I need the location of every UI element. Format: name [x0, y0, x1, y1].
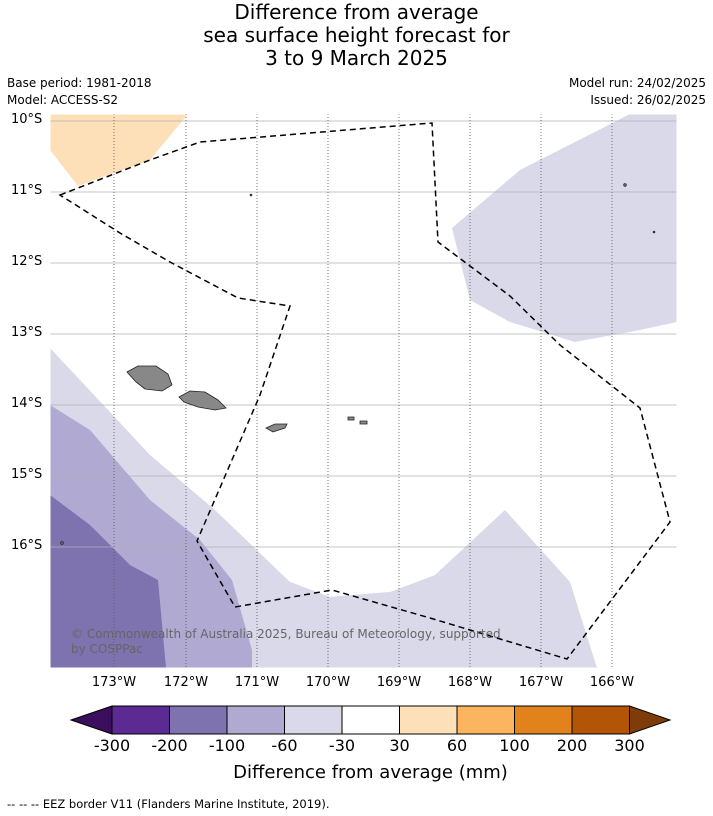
colorbar-label-2: -100: [208, 736, 246, 755]
anomaly-region-top-right: [452, 114, 677, 342]
manua-islands: [347, 416, 368, 425]
lon-label-167w: 167°W: [518, 675, 564, 690]
colorbar-title: Difference from average (mm): [233, 762, 508, 783]
colorbar-label-8: 200: [556, 736, 588, 755]
islet-right: [623, 183, 627, 187]
issued-date: Issued: 26/02/2025: [590, 93, 706, 107]
lon-label-171w: 171°W: [234, 675, 280, 690]
colorbar-extend-high: [629, 705, 672, 735]
lat-label-16s: 16°S: [11, 538, 43, 553]
tutuila-island: [265, 423, 288, 433]
model-name: Model: ACCESS-S2: [7, 93, 119, 107]
anomaly-region-bottom-left-dark: [50, 495, 166, 668]
map-title-line1: Difference from average: [234, 0, 479, 24]
lon-label-173w: 173°W: [91, 675, 137, 690]
eez-border-west: [58, 122, 671, 660]
lat-label-12s: 12°S: [11, 254, 43, 269]
longitude-gridlines: [113, 114, 613, 668]
lon-label-169w: 169°W: [376, 675, 422, 690]
base-period: Base period: 1981-2018: [7, 76, 152, 90]
map-plot-area: [50, 114, 677, 668]
anomaly-region-positive-30-60: [50, 114, 188, 186]
lon-label-166w: 166°W: [589, 675, 635, 690]
colorbar-label-4: -30: [328, 736, 356, 755]
lon-label-168w: 168°W: [447, 675, 493, 690]
model-run: Model run: 24/02/2025: [568, 76, 706, 90]
colorbar-label-7: 100: [499, 736, 530, 755]
colorbar-segment-7: [456, 705, 515, 735]
colorbar-segment-1: [111, 705, 170, 735]
map-frame: [49, 113, 678, 669]
colorbar-label-1: -200: [151, 736, 188, 755]
colorbar-segment-4: [284, 705, 343, 735]
colorbar-segment-5: [341, 705, 400, 735]
eez-legend-footer: -- -- -- EEZ border V11 (Flanders Marine…: [7, 797, 330, 811]
colorbar-extend-low: [69, 705, 113, 735]
lat-label-15s: 15°S: [11, 467, 43, 482]
latitude-gridlines: [50, 120, 677, 548]
lon-label-170w: 170°W: [305, 675, 351, 690]
islet-far-right: [652, 230, 656, 234]
colorbar-label-9: 300: [614, 736, 645, 755]
swains-islet: [249, 193, 253, 197]
colorbar-label-5: 30: [389, 736, 410, 755]
colorbar-segment-2: [169, 705, 228, 735]
colorbar-segment-8: [514, 705, 573, 735]
colorbar-segment-9: [571, 705, 630, 735]
colorbar-label-3: -60: [271, 736, 298, 755]
colorbar: [69, 705, 672, 735]
lat-label-11s: 11°S: [11, 183, 43, 198]
copyright-line2: by COSPPac: [71, 642, 143, 656]
copyright-line1: © Commonwealth of Australia 2025, Bureau…: [71, 627, 501, 641]
copyright-notice: © Commonwealth of Australia 2025, Bureau…: [71, 627, 511, 657]
map-title-line3: 3 to 9 March 2025: [265, 46, 448, 70]
lat-label-14s: 14°S: [11, 396, 43, 411]
upolu-island: [178, 390, 227, 411]
samoa-islands: [60, 183, 656, 545]
map-title-line2: sea surface height forecast for: [203, 23, 510, 47]
colorbar-segment-6: [399, 705, 458, 735]
colorbar-label-0: -300: [93, 736, 131, 755]
lat-label-13s: 13°S: [11, 325, 43, 340]
colorbar-label-6: 60: [446, 736, 468, 755]
savaii-island: [126, 365, 173, 392]
colorbar-segment-3: [226, 705, 285, 735]
lat-label-10s: 10°S: [11, 112, 43, 127]
lon-label-172w: 172°W: [163, 675, 209, 690]
islet-left: [60, 541, 64, 545]
